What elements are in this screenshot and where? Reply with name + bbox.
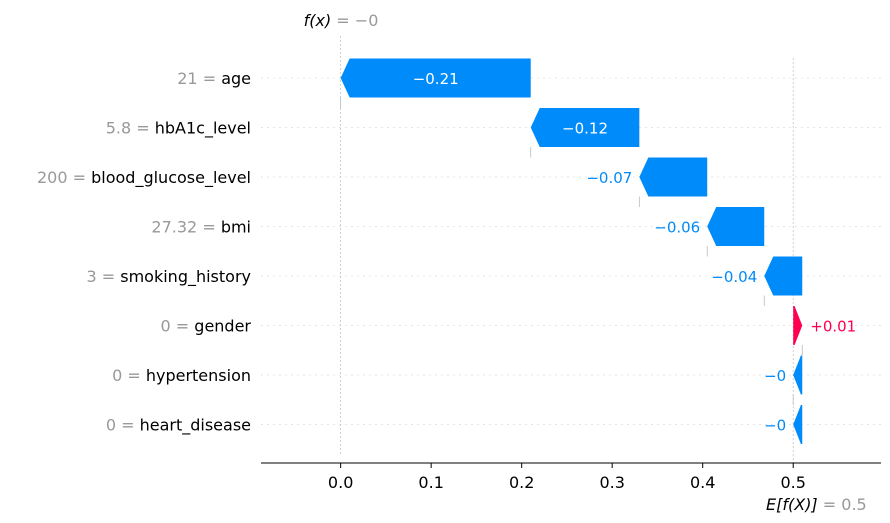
feature-name: bmi (221, 218, 251, 237)
fx-label-value: = −0 (336, 11, 378, 30)
feature-name: blood_glucose_level (91, 168, 251, 188)
feature-label: 21 = age (177, 69, 251, 88)
feature-label: 5.8 = hbA1c_level (106, 119, 251, 139)
bar-age (340, 58, 531, 98)
feature-label: 0 = gender (161, 317, 252, 336)
expected-value-value: = 0.5 (823, 495, 867, 514)
feature-value: 0 = (161, 317, 195, 336)
feature-value: 3 = (86, 267, 120, 286)
expected-value-label: E[f(X)] = 0.5 (766, 495, 867, 514)
bar-labels: −0.21 −0.12 −0.07 −0.06 −0.04 +0.01 −0 −0 (413, 70, 857, 435)
x-tick-label: 0.1 (418, 473, 443, 492)
bar-label: −0 (764, 417, 786, 435)
feature-value: 200 = (37, 168, 91, 187)
bar-label: +0.01 (810, 318, 856, 336)
bar-label: −0.12 (562, 120, 608, 138)
feature-value: 5.8 = (106, 119, 155, 138)
feature-name: age (221, 69, 251, 88)
x-tick-label: 0.3 (599, 473, 624, 492)
x-tick-label: 0.0 (328, 473, 353, 492)
feature-name: hbA1c_level (155, 119, 251, 139)
bar-hypertension (793, 355, 803, 395)
bar-blood_glucose_level (639, 157, 708, 197)
fx-label-name: f(x) (304, 11, 332, 30)
x-tick-label: 0.5 (780, 473, 805, 492)
bar-bmi (707, 207, 765, 246)
bar-smoking_history (764, 256, 803, 296)
feature-label: 0 = hypertension (112, 366, 251, 385)
bar-label: −0.04 (711, 268, 757, 286)
bar-label: −0 (764, 367, 786, 385)
x-tick-label: 0.2 (509, 473, 534, 492)
feature-name: smoking_history (120, 267, 251, 287)
bar-hbA1c_level (530, 108, 640, 147)
feature-label: 3 = smoking_history (86, 267, 251, 287)
bar-heart_disease (793, 405, 803, 444)
feature-label: 27.32 = bmi (151, 218, 251, 237)
x-tick-label: 0.4 (690, 473, 715, 492)
bar-label: −0.06 (654, 219, 700, 237)
bar-gender (793, 306, 803, 345)
feature-value: 27.32 = (151, 218, 220, 237)
feature-name: hypertension (146, 366, 251, 385)
reference-lines (340, 36, 794, 463)
bars (340, 58, 803, 444)
fx-label: f(x) = −0 (304, 11, 379, 30)
bar-label: −0.21 (413, 70, 459, 88)
feature-value: 0 = (112, 366, 146, 385)
feature-name: heart_disease (140, 416, 251, 436)
expected-value-name: E[f(X)] (766, 495, 818, 514)
feature-name: gender (194, 317, 251, 336)
x-axis: 0.0 0.1 0.2 0.3 0.4 0.5 (261, 462, 881, 492)
bar-label: −0.07 (586, 169, 632, 187)
bar-connectors (340, 97, 803, 405)
feature-labels: 21 = age 5.8 = hbA1c_level 200 = blood_glu… (37, 69, 251, 436)
feature-value: 0 = (106, 416, 140, 435)
feature-label: 0 = heart_disease (106, 416, 251, 436)
feature-label: 200 = blood_glucose_level (37, 168, 251, 188)
feature-value: 21 = (177, 69, 221, 88)
